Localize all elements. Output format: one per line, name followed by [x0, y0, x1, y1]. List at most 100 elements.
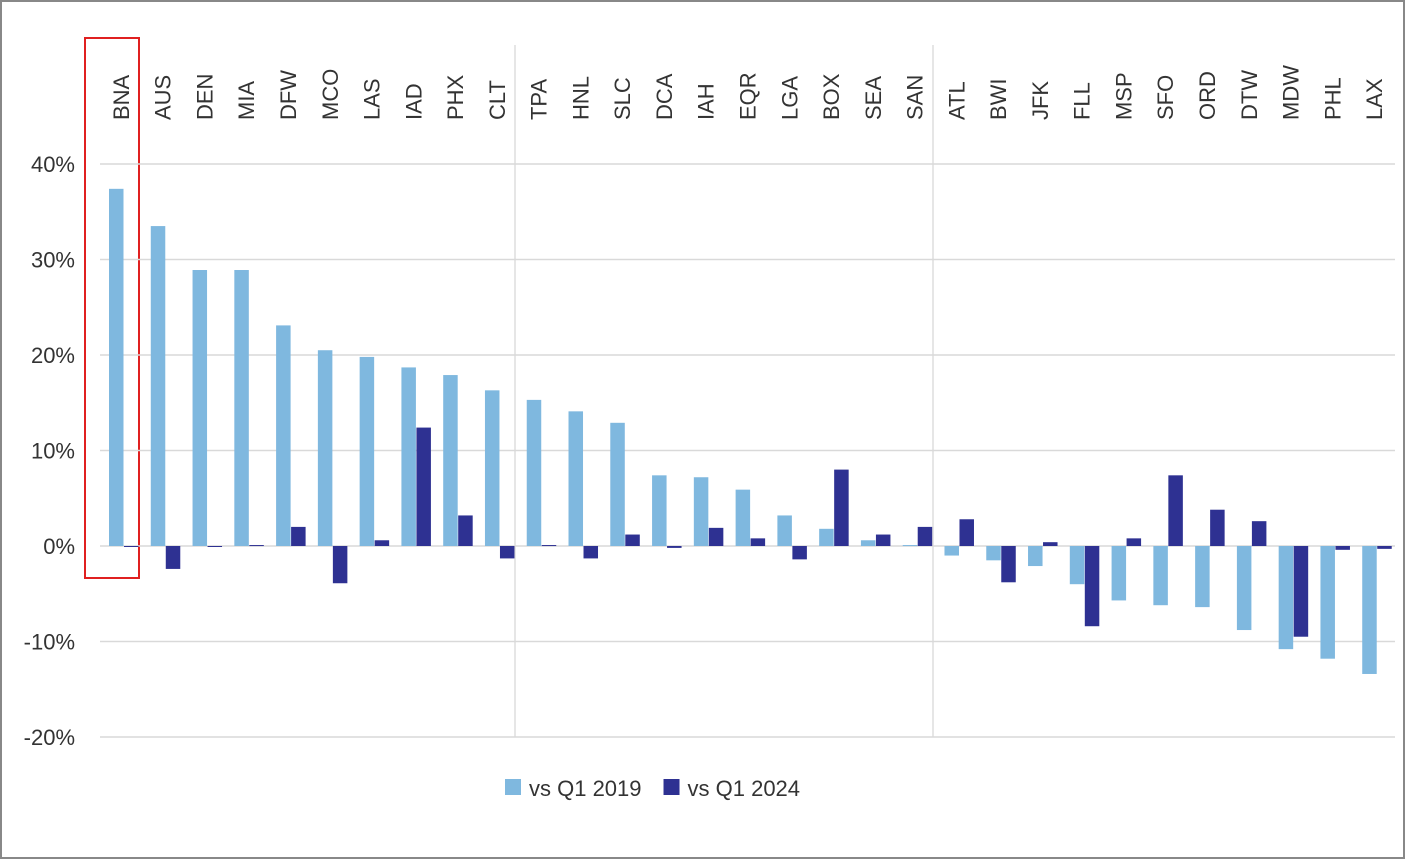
bar: [374, 540, 390, 546]
bar: [1293, 546, 1309, 637]
x-tick-label: PHX: [443, 74, 468, 120]
bar: [1069, 546, 1085, 585]
y-tick-label: -20%: [24, 725, 75, 750]
bar: [735, 489, 751, 546]
bar: [291, 526, 306, 546]
x-tick-label: LAS: [360, 78, 385, 120]
bar: [109, 188, 124, 546]
bar: [667, 546, 682, 548]
bar: [276, 325, 291, 546]
bar: [317, 350, 333, 546]
bar: [986, 546, 1001, 561]
bar: [150, 226, 166, 546]
x-tick-label: MSP: [1111, 72, 1136, 120]
bar: [1126, 538, 1142, 546]
x-tick-label: TPA: [527, 79, 552, 120]
x-tick-label: DFW: [276, 70, 301, 120]
bar: [1111, 546, 1127, 601]
bar: [750, 538, 766, 546]
x-tick-label: FLL: [1070, 82, 1095, 120]
bar: [568, 411, 584, 546]
x-tick-label: MIA: [234, 81, 259, 120]
bar: [249, 545, 264, 547]
x-tick-label: MCO: [318, 69, 343, 120]
x-tick-label: HNL: [568, 76, 593, 120]
x-tick-label: BNA: [109, 74, 134, 120]
y-tick-label: 10%: [31, 439, 75, 464]
x-tick-label: EQR: [736, 72, 761, 120]
bar: [416, 427, 431, 546]
bar: [332, 546, 348, 584]
bar: [944, 546, 959, 556]
x-tick-label: LGA: [777, 76, 802, 120]
x-tick-label: BOX: [819, 73, 844, 120]
bar: [583, 546, 599, 559]
x-tick-label: AUS: [151, 75, 176, 120]
x-tick-label: SFO: [1153, 75, 1178, 120]
bar: [1153, 546, 1168, 606]
bar: [1043, 542, 1058, 546]
bar: [192, 270, 208, 546]
bar: [777, 515, 792, 546]
x-tick-label: DEN: [192, 74, 217, 120]
x-tick-label: IAH: [694, 83, 719, 120]
bar: [1362, 546, 1377, 674]
bar: [1001, 546, 1016, 583]
x-tick-label: DTW: [1237, 70, 1262, 120]
bar: [401, 367, 416, 546]
bar: [165, 546, 181, 569]
bar: [1195, 546, 1210, 608]
bar: [443, 375, 458, 546]
x-tick-label: LAX: [1362, 78, 1387, 120]
bar: [902, 545, 918, 547]
bar: [625, 534, 640, 546]
bar: [359, 356, 375, 546]
y-tick-label: 0%: [43, 534, 75, 559]
y-tick-label: -10%: [24, 630, 75, 655]
x-tick-label: ATL: [944, 81, 969, 120]
bar: [1335, 546, 1350, 550]
legend-swatch: [663, 779, 680, 795]
x-tick-label: SAN: [903, 75, 928, 120]
bar: [1320, 546, 1335, 659]
bar: [541, 545, 557, 547]
bar: [458, 515, 473, 546]
highlight-box: [84, 37, 140, 579]
bar: [1168, 475, 1183, 546]
bar: [1028, 546, 1043, 567]
y-tick-label: 40%: [31, 152, 75, 177]
bar: [819, 528, 834, 546]
x-tick-label: DCA: [652, 73, 677, 120]
bar: [652, 475, 667, 546]
legend-label: vs Q1 2019: [529, 776, 642, 801]
y-tick-label: 20%: [31, 343, 75, 368]
bar: [610, 422, 625, 546]
legend-label: vs Q1 2024: [688, 776, 801, 801]
y-tick-label: 30%: [31, 248, 75, 273]
bar: [860, 540, 876, 546]
bar: [526, 399, 542, 546]
x-tick-label: PHL: [1320, 77, 1345, 120]
bar: [1236, 546, 1252, 631]
x-tick-label: JFK: [1028, 81, 1053, 120]
x-tick-label: IAD: [401, 83, 426, 120]
bar: [917, 526, 933, 546]
bar: [234, 270, 249, 546]
bar: [1278, 546, 1294, 650]
x-tick-label: CLT: [485, 80, 510, 120]
x-tick-label: BWI: [986, 78, 1011, 120]
bar: [792, 546, 807, 560]
bar: [708, 527, 724, 546]
bar: [875, 534, 891, 546]
bar: [1210, 509, 1225, 546]
bar: [499, 546, 515, 559]
x-tick-label: MDW: [1279, 65, 1304, 120]
bar: [693, 477, 709, 546]
x-tick-label: ORD: [1195, 71, 1220, 120]
bar: [484, 390, 500, 546]
bar: [959, 519, 974, 546]
x-tick-label: SLC: [610, 77, 635, 120]
bar: [1377, 546, 1392, 549]
